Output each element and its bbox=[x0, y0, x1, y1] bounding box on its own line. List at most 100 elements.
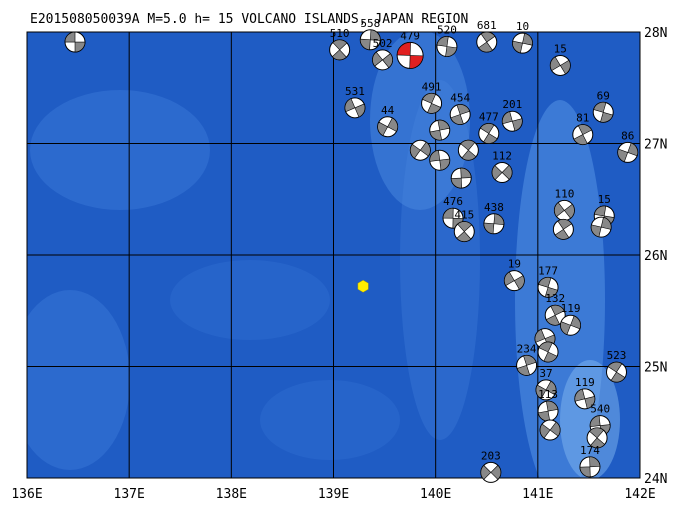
beachball-compression bbox=[550, 56, 571, 75]
focal-mechanism bbox=[537, 341, 559, 363]
beachball-compression bbox=[450, 167, 472, 189]
beachball-compression bbox=[590, 217, 612, 238]
focal-mechanism bbox=[377, 116, 399, 138]
lat-tick-label: 25N bbox=[644, 361, 667, 376]
beachball-compression bbox=[377, 117, 398, 137]
lon-tick-label: 139E bbox=[318, 487, 349, 502]
depth-label: 540 bbox=[590, 403, 610, 416]
focal-mechanism bbox=[503, 270, 525, 292]
beachball-compression bbox=[617, 142, 639, 163]
focal-mechanism bbox=[544, 304, 566, 326]
map-title: E201508050039A M=5.0 h= 15 VOLCANO ISLAN… bbox=[30, 12, 468, 27]
depth-label: 531 bbox=[345, 85, 365, 98]
beachball-compression bbox=[516, 355, 537, 376]
depth-label: 502 bbox=[373, 37, 393, 50]
focal-mechanism bbox=[586, 427, 608, 449]
focal-mechanism bbox=[436, 35, 458, 57]
focal-mechanism bbox=[590, 216, 612, 238]
lon-tick-label: 140E bbox=[420, 487, 451, 502]
depth-label: 177 bbox=[538, 264, 558, 277]
depth-label: 10 bbox=[516, 20, 529, 33]
lat-tick-label: 24N bbox=[644, 472, 667, 487]
lon-tick-label: 136E bbox=[11, 487, 42, 502]
depth-label: 174 bbox=[580, 444, 600, 457]
beachball-compression bbox=[545, 304, 565, 326]
beachball-compression bbox=[574, 388, 596, 409]
focal-mechanism bbox=[64, 31, 86, 53]
beachball-compression bbox=[491, 164, 513, 181]
depth-label: 201 bbox=[502, 98, 522, 111]
beachball-compression bbox=[396, 42, 424, 69]
focal-mechanism bbox=[457, 139, 479, 161]
lat-tick-label: 27N bbox=[644, 138, 667, 153]
focal-mechanism bbox=[480, 461, 502, 483]
focal-mechanism bbox=[450, 167, 472, 189]
focal-mechanism bbox=[553, 199, 575, 221]
beachball-compression bbox=[539, 421, 561, 439]
focal-mechanism bbox=[572, 124, 594, 146]
beachball-compression bbox=[535, 380, 557, 400]
focal-mechanism bbox=[501, 110, 523, 132]
focal-mechanism bbox=[453, 221, 475, 243]
beachball-compression bbox=[450, 104, 471, 125]
events bbox=[64, 29, 639, 483]
beachball-compression bbox=[410, 141, 431, 159]
depth-label: 681 bbox=[477, 19, 497, 32]
depth-label: 44 bbox=[381, 104, 395, 117]
beachball-compression bbox=[593, 101, 614, 123]
focal-mechanism bbox=[449, 104, 471, 126]
focal-mechanism bbox=[560, 314, 582, 336]
beachball-compression bbox=[372, 51, 393, 69]
focal-mechanism bbox=[539, 419, 561, 441]
lon-tick-label: 138E bbox=[216, 487, 247, 502]
beachball-compression bbox=[479, 123, 498, 144]
focal-mechanism bbox=[516, 354, 538, 376]
beachball-compression bbox=[480, 464, 502, 480]
beachball-compression bbox=[512, 33, 533, 54]
focal-mechanism bbox=[359, 29, 381, 51]
depth-label: 37 bbox=[539, 367, 552, 380]
beachball-compression bbox=[589, 427, 606, 449]
depth-label: 132 bbox=[545, 292, 565, 305]
focal-mechanism bbox=[429, 149, 451, 171]
depth-label: 112 bbox=[492, 149, 512, 162]
focal-mechanism bbox=[574, 388, 596, 410]
beachball-compression bbox=[360, 29, 381, 51]
depth-label: 19 bbox=[508, 258, 521, 271]
focal-mechanism bbox=[606, 361, 628, 383]
beachball-compression bbox=[504, 271, 525, 290]
depth-label: 415 bbox=[454, 209, 474, 222]
depth-label: 69 bbox=[597, 89, 610, 102]
beachball-compression bbox=[538, 277, 558, 298]
depth-label: 438 bbox=[484, 201, 504, 214]
focal-mechanism bbox=[483, 213, 505, 235]
focal-mechanism bbox=[409, 139, 431, 161]
beachball-compression bbox=[331, 39, 348, 61]
depth-label: 15 bbox=[598, 193, 611, 206]
focal-mechanism bbox=[617, 141, 639, 163]
depth-label: 234 bbox=[517, 342, 537, 355]
beachball-compression bbox=[422, 93, 442, 114]
depth-label: 110 bbox=[554, 187, 574, 200]
focal-mechanism bbox=[344, 97, 366, 119]
depth-label: 476 bbox=[443, 195, 463, 208]
focal-mechanism bbox=[537, 400, 559, 422]
beachball-compression bbox=[560, 315, 581, 335]
depth-label: 119 bbox=[575, 376, 595, 389]
focal-mechanism bbox=[478, 122, 500, 144]
beachball-compression bbox=[483, 213, 505, 235]
depth-label: 479 bbox=[400, 29, 420, 42]
epicenter bbox=[357, 279, 369, 293]
focal-mechanism bbox=[329, 39, 351, 61]
focal-mechanism bbox=[537, 276, 559, 298]
focal-mechanism bbox=[512, 32, 534, 54]
beachball-compression bbox=[554, 202, 575, 219]
beachball-compression bbox=[64, 31, 86, 53]
beachball-compression bbox=[429, 119, 450, 141]
focal-mechanism bbox=[429, 119, 451, 141]
depth-label: 523 bbox=[607, 349, 627, 362]
lon-tick-label: 141E bbox=[522, 487, 553, 502]
beachball-compression bbox=[429, 149, 450, 171]
lon-tick-label: 137E bbox=[114, 487, 145, 502]
